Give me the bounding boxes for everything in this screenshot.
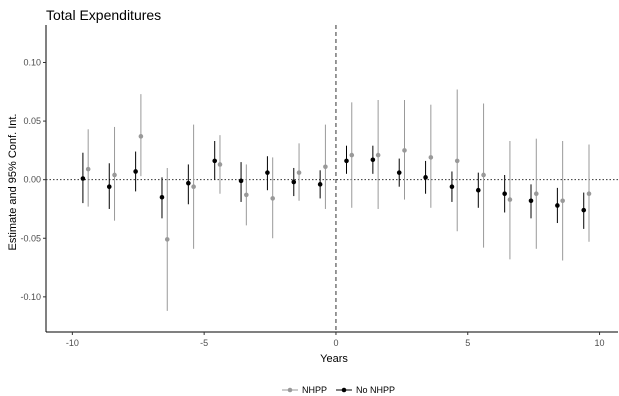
data-point	[191, 184, 196, 190]
data-point	[296, 170, 302, 175]
data-point	[370, 157, 376, 163]
data-point	[323, 164, 328, 170]
data-point	[133, 169, 138, 174]
legend-label: No NHPP	[356, 385, 395, 395]
data-point	[270, 196, 275, 201]
data-point	[528, 198, 534, 204]
data-point	[560, 198, 565, 204]
x-axis-title: Years	[320, 353, 348, 365]
plot-panel	[45, 25, 618, 333]
x-tick-label: -5	[200, 338, 208, 348]
data-point	[555, 203, 560, 208]
data-point	[291, 179, 297, 185]
data-point	[317, 182, 323, 187]
legend: NHPP No NHPP	[282, 385, 395, 395]
data-point	[85, 166, 91, 172]
y-axis-title: Estimate and 95% Conf. Int.	[7, 114, 19, 251]
series-nhpp	[85, 89, 592, 311]
data-point	[502, 191, 507, 197]
x-tick-label: 10	[595, 338, 605, 348]
y-tick-label: 0.00	[23, 175, 41, 185]
y-axis: 0.10 0.05 0.00 -0.05 -0.10	[20, 57, 46, 302]
data-point	[396, 170, 402, 175]
data-point	[238, 178, 244, 184]
data-point	[265, 170, 270, 175]
data-point	[112, 172, 117, 178]
x-tick-label: 5	[465, 338, 470, 348]
data-point	[581, 207, 587, 213]
x-axis: -10 -5 0 5 10	[66, 332, 605, 348]
data-point	[402, 148, 407, 153]
chart-title: Total Expenditures	[46, 7, 161, 23]
y-tick-label: 0.05	[23, 116, 41, 126]
data-point	[164, 237, 170, 242]
legend-label: NHPP	[302, 385, 327, 395]
data-point	[475, 187, 481, 193]
data-point	[106, 184, 112, 190]
data-point	[217, 162, 223, 167]
data-point	[349, 152, 355, 158]
data-point	[159, 194, 165, 200]
legend-key-point	[287, 387, 293, 393]
data-point	[586, 191, 592, 197]
data-point	[449, 184, 455, 190]
y-tick-label: -0.05	[20, 233, 41, 243]
data-point	[375, 152, 381, 158]
data-point	[344, 158, 349, 164]
data-point	[80, 176, 86, 181]
data-point	[212, 158, 218, 164]
data-point	[533, 191, 539, 197]
data-point	[423, 175, 428, 180]
x-tick-label: 0	[333, 338, 338, 348]
legend-key-point	[341, 387, 347, 393]
data-point	[454, 158, 460, 164]
data-point	[186, 180, 191, 186]
y-tick-label: 0.10	[23, 57, 41, 67]
data-point	[507, 197, 513, 202]
data-point	[244, 192, 249, 198]
series-no-nhpp	[80, 141, 587, 229]
data-point	[428, 155, 434, 160]
data-point	[138, 134, 144, 139]
x-tick-label: -10	[66, 338, 79, 348]
data-point	[481, 172, 486, 178]
y-tick-label: -0.10	[20, 292, 41, 302]
